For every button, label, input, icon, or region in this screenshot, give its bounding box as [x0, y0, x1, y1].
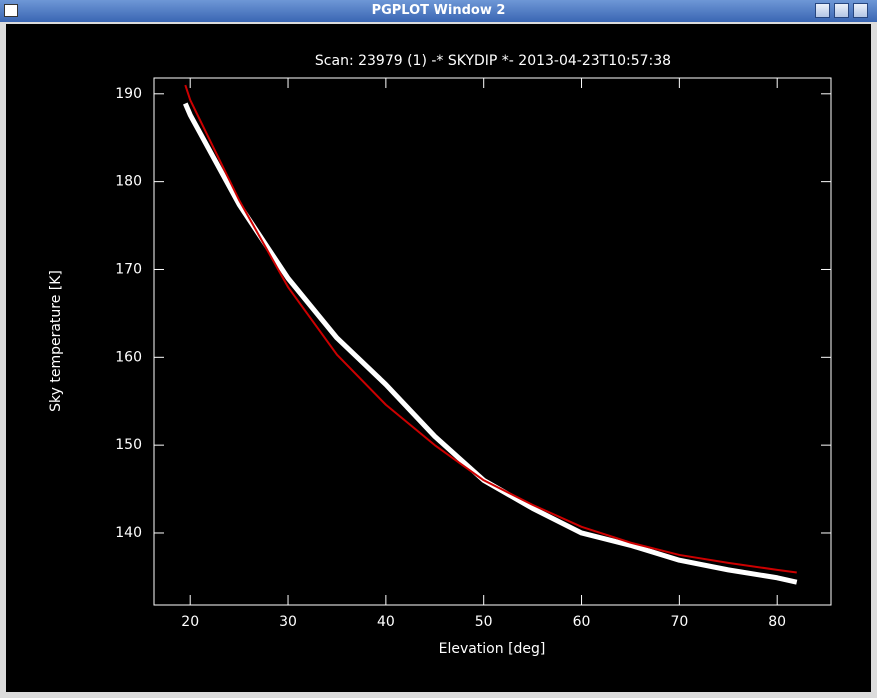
maximize-button[interactable] [834, 3, 849, 18]
y-tick-label: 190 [115, 86, 142, 102]
close-button[interactable] [853, 3, 868, 18]
y-tick-label: 180 [115, 174, 142, 190]
minimize-button[interactable] [815, 3, 830, 18]
x-tick-label: 80 [768, 614, 786, 630]
plot-background [6, 24, 871, 692]
x-axis-label: Elevation [deg] [439, 641, 546, 657]
y-tick-label: 140 [115, 525, 142, 541]
title-bar: PGPLOT Window 2 [0, 0, 877, 22]
x-tick-label: 40 [377, 614, 395, 630]
x-tick-label: 30 [279, 614, 297, 630]
y-axis-label: Sky temperature [K] [48, 270, 64, 412]
x-tick-label: 20 [181, 614, 199, 630]
y-tick-label: 170 [115, 261, 142, 277]
y-tick-label: 150 [115, 437, 142, 453]
data-line [184, 84, 797, 574]
x-tick-label: 70 [670, 614, 688, 630]
x-tick-label: 50 [475, 614, 493, 630]
y-tick-label: 160 [115, 349, 142, 365]
window-icon[interactable] [4, 4, 18, 17]
window-title: PGPLOT Window 2 [371, 3, 506, 18]
x-tick-label: 60 [573, 614, 591, 630]
chart: Scan: 23979 (1) -* SKYDIP *- 2013-04-23T… [6, 24, 871, 692]
chart-title: Scan: 23979 (1) -* SKYDIP *- 2013-04-23T… [315, 53, 671, 69]
axes-frame [153, 77, 832, 606]
